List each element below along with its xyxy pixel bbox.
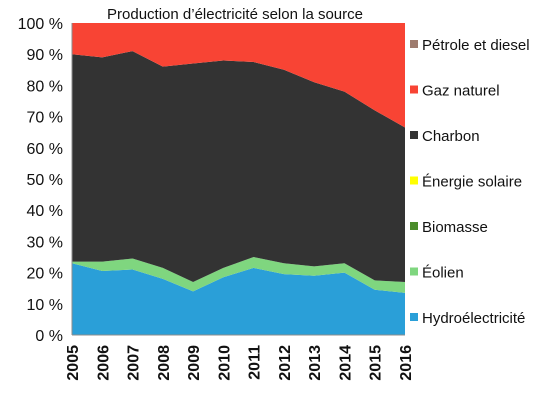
- legend-label: Hydroélectricité: [422, 310, 525, 327]
- y-tick-label: 90 %: [27, 47, 63, 64]
- x-axis-ticks: 2005 2006 2007 2008 2009 2010 2011 2012 2013 2014…: [65, 345, 415, 381]
- y-tick-label: 0 %: [35, 328, 63, 345]
- x-tick-label: 2012: [277, 345, 294, 381]
- legend-swatch: [410, 222, 418, 230]
- y-tick-label: 40 %: [27, 203, 63, 220]
- legend-swatch: [410, 40, 418, 48]
- x-tick-label: 2013: [307, 345, 324, 381]
- y-tick-label: 70 %: [27, 110, 63, 127]
- x-tick-label: 2015: [368, 345, 385, 381]
- y-axis-ticks: 0 % 10 % 20 % 30 % 40 % 50 % 60 % 70 % 80 % 90 % 1…: [18, 16, 63, 345]
- legend-swatch: [410, 131, 418, 139]
- legend-label: Éolien: [422, 265, 464, 282]
- y-tick-label: 60 %: [27, 141, 63, 158]
- x-tick-label: 2005: [65, 345, 82, 381]
- chart-title: Production d’électricité selon la source: [107, 6, 363, 23]
- y-tick-label: 20 %: [27, 266, 63, 283]
- x-tick-label: 2014: [337, 345, 354, 381]
- area-series-0: [72, 263, 405, 335]
- x-tick-label: 2006: [95, 345, 112, 381]
- area-series-group: [72, 23, 405, 335]
- x-tick-label: 2010: [216, 345, 233, 381]
- legend-label: Biomasse: [422, 219, 488, 236]
- y-tick-label: 10 %: [27, 297, 63, 314]
- x-tick-label: 2009: [186, 345, 203, 381]
- legend-swatch: [410, 313, 418, 321]
- y-tick-label: 30 %: [27, 234, 63, 251]
- legend-swatch: [410, 85, 418, 94]
- x-tick-label: 2007: [126, 345, 143, 381]
- y-tick-label: 80 %: [27, 78, 63, 95]
- y-tick-label: 50 %: [27, 172, 63, 189]
- area-series-5: [72, 23, 405, 128]
- area-series-4: [72, 51, 405, 282]
- area-series-1: [72, 257, 405, 293]
- x-tick-label: 2016: [398, 345, 415, 381]
- x-tick-label: 2008: [156, 345, 173, 381]
- legend: Pétrole et diesel Gaz naturel Charbon Énerg…: [410, 37, 530, 327]
- legend-label: Énergie solaire: [422, 174, 522, 191]
- x-tick-label: 2011: [247, 345, 264, 380]
- y-tick-label: 100 %: [18, 16, 63, 33]
- legend-swatch: [410, 267, 418, 276]
- legend-label: Gaz naturel: [422, 83, 500, 100]
- legend-swatch: [410, 176, 418, 185]
- legend-label: Charbon: [422, 128, 480, 145]
- legend-label: Pétrole et diesel: [422, 37, 530, 54]
- axes: [71, 23, 405, 336]
